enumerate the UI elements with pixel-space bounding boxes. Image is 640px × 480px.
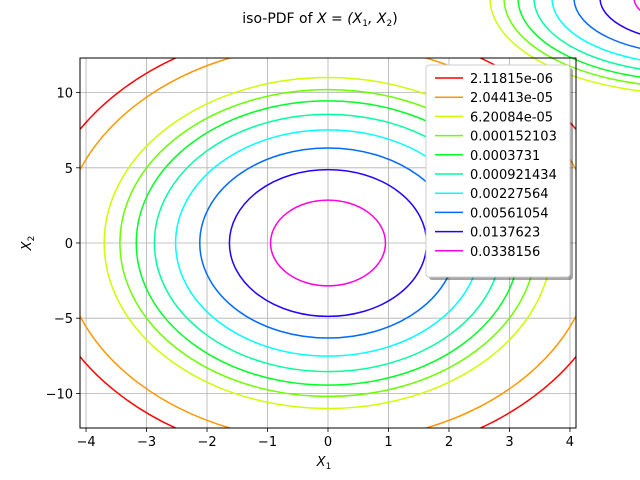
legend-box [425, 64, 571, 278]
y-tick-label: −10 [46, 387, 73, 402]
legend-label: 0.0338156 [470, 245, 540, 260]
x-tick-label: −4 [76, 435, 95, 450]
x-tick-label: −3 [137, 435, 156, 450]
title-end: ) [392, 11, 397, 27]
y-tick-label: 5 [65, 162, 73, 177]
legend-label: 0.0003731 [470, 149, 540, 164]
legend: 2.11815e-06 2.04413e-05 6.20084e-05 0.00015… [425, 64, 573, 280]
title-mid: , X [368, 11, 387, 27]
legend-label: 0.00227564 [470, 187, 549, 202]
y-axis-label-sub: 2 [27, 236, 37, 242]
x-tick-label: 2 [445, 435, 453, 450]
x-tick-label: 1 [384, 435, 392, 450]
y-tick-label: 0 [65, 237, 73, 252]
x-tick-label: 4 [566, 435, 574, 450]
x-tick-label: −2 [197, 435, 216, 450]
legend-label: 6.20084e-05 [470, 110, 553, 125]
y-tick-label: −5 [54, 312, 73, 327]
title-sub1: 1 [362, 19, 368, 29]
legend-label: 2.11815e-06 [470, 72, 553, 87]
x-axis-label: X1 [316, 455, 332, 472]
legend-label: 0.0137623 [470, 226, 540, 241]
title-prefix: iso-PDF of [242, 11, 317, 27]
legend-label: 0.00561054 [470, 206, 549, 221]
x-axis-label-sub: 1 [326, 462, 332, 472]
legend-items: 2.11815e-06 2.04413e-05 6.20084e-05 0.00015… [435, 72, 557, 260]
contour-line [269, 199, 387, 287]
legend-label: 2.04413e-05 [470, 91, 553, 106]
legend-label: 0.000921434 [470, 168, 557, 183]
title-sub2: 2 [387, 19, 393, 29]
legend-label: 0.000152103 [470, 130, 557, 145]
x-axis-label-main: X [316, 455, 327, 470]
y-axis-label: X2 [20, 236, 37, 252]
x-tick-label: −1 [258, 435, 277, 450]
y-axis-label-main: X [20, 240, 35, 251]
y-tick-label: 10 [56, 87, 73, 102]
title-math: X = (X [316, 11, 363, 27]
chart-title: iso-PDF of X = (X1, X2) [242, 11, 397, 29]
x-tick-label: 3 [505, 435, 513, 450]
x-tick-label: 0 [324, 435, 332, 450]
